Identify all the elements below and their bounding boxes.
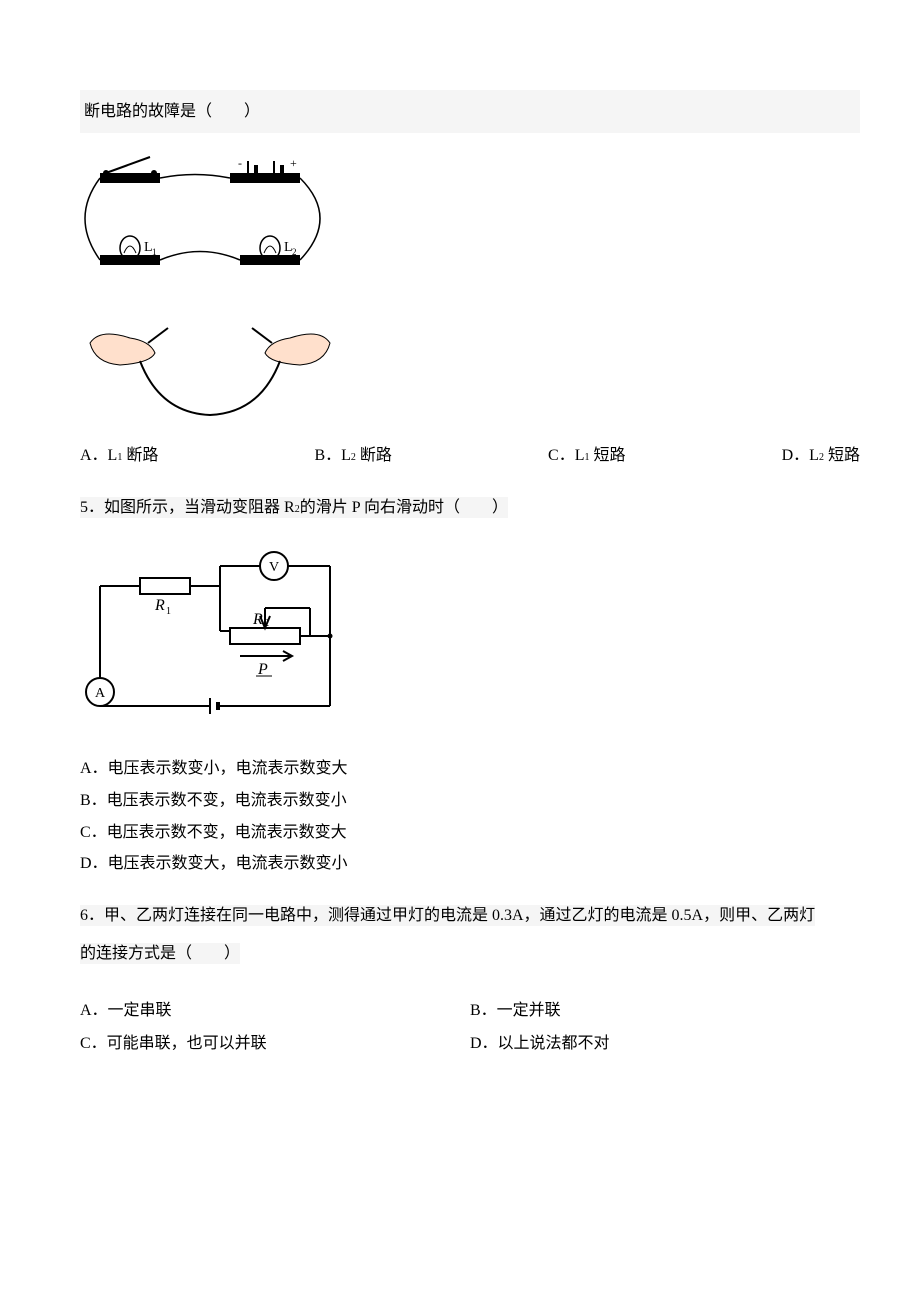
svg-text:A: A: [95, 686, 106, 701]
q6-stem-line1: 6．甲、乙两灯连接在同一电路中，测得通过甲灯的电流是 0.3A，通过乙灯的电流是…: [80, 905, 815, 926]
plus-label: +: [290, 156, 297, 170]
svg-text:V: V: [269, 560, 279, 575]
svg-text:1: 1: [166, 606, 171, 617]
q6-opt-b: B．一定并联: [470, 998, 860, 1024]
q4-opt-d: D．L2 短路: [782, 443, 860, 469]
q6-stem-line2: 的连接方式是（ ）: [80, 943, 240, 964]
q5-opt-d: D．电压表示数变大，电流表示数变小: [80, 851, 860, 877]
q4-figure: - + L 1 L 2: [80, 143, 860, 423]
q5-options: A．电压表示数变小，电流表示数变大 B．电压表示数不变，电流表示数变小 C．电压…: [80, 756, 860, 876]
q5-opt-a: A．电压表示数变小，电流表示数变大: [80, 756, 860, 782]
svg-text:P: P: [257, 661, 268, 678]
q4-opt-b: B．L2 断路: [314, 443, 391, 469]
svg-text:2: 2: [264, 618, 269, 629]
svg-text:1: 1: [152, 247, 157, 257]
q6-options: A．一定串联 B．一定并联 C．可能串联，也可以并联 D．以上说法都不对: [80, 994, 860, 1061]
minus-label: -: [238, 156, 242, 170]
q4-stem-text: 断电路的故障是（ ）: [84, 103, 260, 120]
q5-figure: V R 1 R 2 P A: [80, 536, 860, 736]
q6-opt-c: C．可能串联，也可以并联: [80, 1031, 470, 1057]
q4-stem: 断电路的故障是（ ）: [80, 90, 860, 133]
q6-opt-a: A．一定串联: [80, 998, 470, 1024]
q5-opt-b: B．电压表示数不变，电流表示数变小: [80, 788, 860, 814]
q4-opt-a: A．L1 断路: [80, 443, 158, 469]
q4-options: A．L1 断路 B．L2 断路 C．L1 短路 D．L2 短路: [80, 443, 860, 469]
q6-opt-d: D．以上说法都不对: [470, 1031, 860, 1057]
q5-opt-c: C．电压表示数不变，电流表示数变大: [80, 820, 860, 846]
svg-text:R: R: [252, 611, 263, 628]
q6-stem: 6．甲、乙两灯连接在同一电路中，测得通过甲灯的电流是 0.3A，通过乙灯的电流是…: [80, 891, 860, 980]
q5-stem: 5．如图所示，当滑动变阻器 R2的滑片 P 向右滑动时（ ）: [80, 489, 860, 527]
svg-text:R: R: [154, 597, 165, 614]
q4-opt-c: C．L1 短路: [548, 443, 625, 469]
svg-text:2: 2: [292, 247, 297, 257]
